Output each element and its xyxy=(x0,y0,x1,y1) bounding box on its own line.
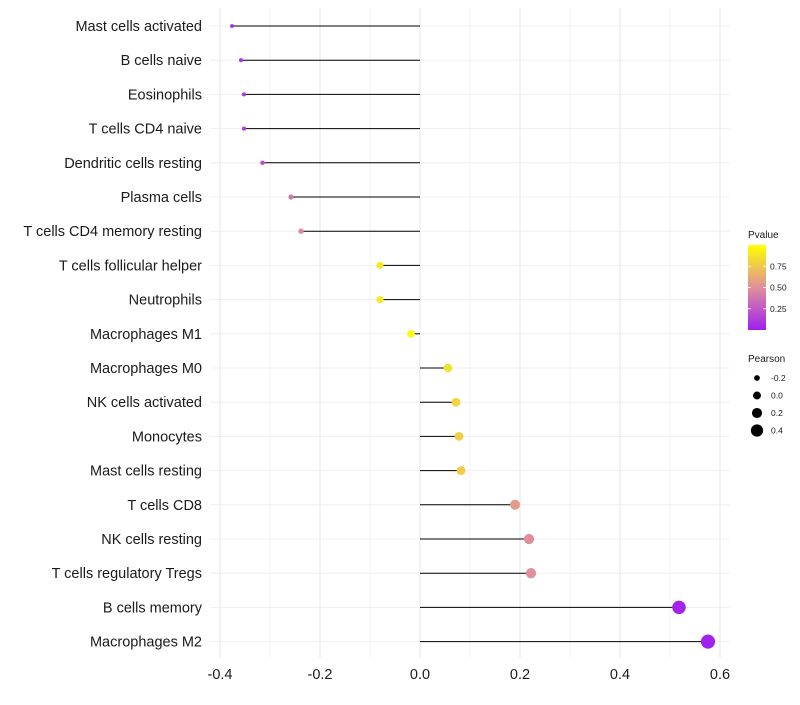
pearson-legend-dot xyxy=(754,375,760,381)
category-label: Neutrophils xyxy=(129,293,202,309)
category-label: B cells memory xyxy=(103,600,203,616)
category-label: T cells CD4 memory resting xyxy=(23,224,202,240)
x-tick-label: -0.4 xyxy=(208,667,233,683)
x-tick-label: -0.2 xyxy=(308,667,333,683)
category-label: T cells CD8 xyxy=(127,498,202,514)
category-label: T cells regulatory Tregs xyxy=(52,566,202,582)
lollipop-stems xyxy=(232,25,708,643)
category-label: Mast cells activated xyxy=(75,19,202,35)
point-14 xyxy=(510,499,520,510)
category-label: Plasma cells xyxy=(121,190,202,206)
point-9 xyxy=(407,329,415,338)
point-17 xyxy=(672,600,686,615)
pearson-legend: Pearson -0.2 0.0 0.2 0.4 xyxy=(748,354,786,437)
category-label: T cells follicular helper xyxy=(59,258,202,274)
point-10 xyxy=(443,363,453,373)
pearson-legend-label: 0.0 xyxy=(771,391,783,401)
pvalue-legend-label: 0.25 xyxy=(770,304,787,314)
point-13 xyxy=(456,466,466,475)
pvalue-legend-label: 0.50 xyxy=(770,283,787,293)
x-tick-label: 0.4 xyxy=(610,667,630,683)
pearson-legend-dot xyxy=(753,391,761,400)
point-7 xyxy=(376,261,384,269)
pearson-legend-dot xyxy=(751,407,763,419)
category-label: NK cells resting xyxy=(101,532,202,548)
category-label: B cells naive xyxy=(121,53,202,69)
category-label: Macrophages M1 xyxy=(90,327,202,343)
category-label: Dendritic cells resting xyxy=(64,156,202,172)
x-axis-ticks: -0.4 -0.2 0.0 0.2 0.4 0.6 xyxy=(208,667,731,683)
point-2 xyxy=(241,92,247,97)
category-label: Macrophages M0 xyxy=(90,361,202,377)
pearson-legend-label: -0.2 xyxy=(771,373,786,383)
pearson-legend-dot xyxy=(750,424,764,437)
point-11 xyxy=(451,397,461,407)
point-1 xyxy=(238,58,244,63)
x-tick-label: 0.0 xyxy=(410,667,430,683)
category-label: NK cells activated xyxy=(87,395,202,411)
pearson-legend-title: Pearson xyxy=(748,354,785,365)
pvalue-colorbar xyxy=(748,245,766,330)
point-0 xyxy=(230,24,234,28)
category-label: Monocytes xyxy=(132,429,202,445)
pvalue-legend-title: Pvalue xyxy=(748,230,779,241)
x-tick-label: 0.2 xyxy=(510,667,530,683)
pvalue-legend-label: 0.75 xyxy=(770,261,787,271)
pearson-legend-label: 0.2 xyxy=(771,408,783,418)
point-15 xyxy=(523,533,535,545)
category-label: Eosinophils xyxy=(128,87,202,103)
point-16 xyxy=(525,568,537,579)
point-12 xyxy=(454,432,464,441)
lollipop-points xyxy=(230,24,716,649)
category-label: Mast cells resting xyxy=(90,464,202,480)
point-18 xyxy=(700,634,716,649)
pearson-legend-label: 0.4 xyxy=(771,426,783,436)
point-4 xyxy=(260,160,265,166)
point-5 xyxy=(288,194,294,200)
category-labels: Mast cells activated B cells naive Eosinop… xyxy=(23,19,202,651)
point-3 xyxy=(241,126,247,131)
category-label: Macrophages M2 xyxy=(90,635,202,651)
category-label: T cells CD4 naive xyxy=(89,122,202,138)
grid-lines xyxy=(210,8,730,658)
point-8 xyxy=(376,296,384,304)
pvalue-legend: Pvalue 0.25 0.50 0.75 xyxy=(748,230,787,330)
point-6 xyxy=(298,228,304,234)
x-tick-label: 0.6 xyxy=(710,667,730,683)
